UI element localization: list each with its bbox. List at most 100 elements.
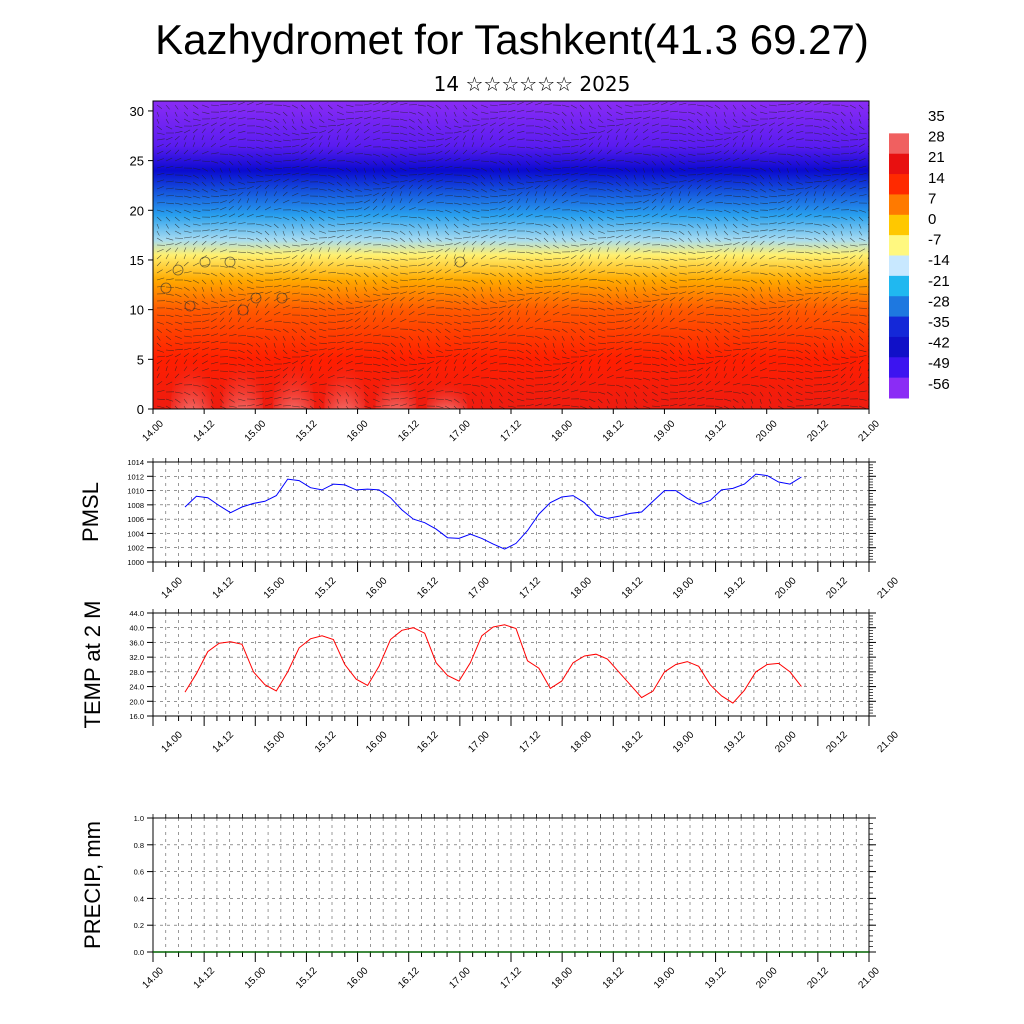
- colorbar-label: -21: [928, 273, 950, 290]
- y-tick-label: 0.4: [134, 894, 144, 903]
- x-tick-label: 20.12: [805, 965, 831, 991]
- x-tick-label: 17.00: [447, 965, 473, 991]
- colorbar-swatch: [889, 214, 909, 236]
- x-tick-label: 18.12: [601, 418, 627, 444]
- x-tick-label: 20.12: [824, 729, 850, 755]
- colorbar-swatch: [889, 336, 909, 358]
- colorbar-swatch: [889, 113, 909, 134]
- chart-title: Kazhydromet for Tashkent(41.3 69.27): [155, 16, 869, 63]
- vertical-section-plot: 0 5 10 15 20 25 30 14.00 14.12 15.00 15.12 16.00 16.…: [130, 100, 882, 444]
- x-tick-label: 14.00: [159, 575, 185, 601]
- colorbar-swatch: [889, 275, 909, 297]
- calm-circle: [454, 256, 466, 268]
- y-tick-label: 30: [130, 104, 144, 119]
- colorbar-label: -56: [928, 376, 950, 393]
- x-tick-label: 14.12: [192, 418, 218, 444]
- colorbar: 35 28 21 14 7 0 -7 -14 -21 -28 -35 -42 -49 -56: [889, 108, 950, 399]
- colorbar-swatch: [889, 194, 909, 216]
- wind-vector-field: [156, 101, 869, 409]
- x-tick-label: 19.12: [703, 965, 729, 991]
- colorbar-label: 35: [928, 108, 945, 125]
- x-tick-label: 15.12: [313, 729, 339, 755]
- x-tick-label: 18.12: [601, 965, 627, 991]
- y-tick-label: 5: [137, 352, 144, 367]
- x-tick-label: 19.12: [722, 729, 748, 755]
- y-tick-label: 1006: [127, 515, 144, 524]
- x-tick-label: 15.00: [262, 575, 288, 601]
- x-tick-label: 14.00: [159, 729, 185, 755]
- colorbar-swatch: [889, 357, 909, 379]
- x-tick-label: 14.12: [211, 575, 237, 601]
- y-tick-label: 1002: [127, 544, 144, 553]
- colorbar-label: -35: [928, 314, 950, 331]
- x-tick-label: 15.12: [294, 418, 320, 444]
- x-tick-label: 17.12: [498, 418, 524, 444]
- grid: [153, 817, 869, 953]
- x-tick-label: 19.00: [671, 575, 697, 601]
- grid: [153, 612, 869, 717]
- x-tick-label: 19.00: [652, 418, 678, 444]
- y-tick-label: 1000: [127, 558, 144, 567]
- y-tick-label: 0.0: [134, 948, 144, 957]
- y-tick-label: 0: [137, 402, 144, 417]
- x-tick-label: 19.00: [652, 965, 678, 991]
- y-tick-label: 28.0: [129, 668, 144, 677]
- y-tick-label: 1008: [127, 501, 144, 510]
- y-tick-label: 0.6: [134, 868, 144, 877]
- y-tick-label: 25: [130, 154, 144, 169]
- calm-circle: [199, 256, 211, 268]
- colorbar-label: -49: [928, 355, 950, 372]
- colorbar-label: 14: [928, 170, 945, 187]
- x-tick-label: 18.12: [620, 575, 646, 601]
- y-tick-label: 20.0: [129, 697, 144, 706]
- y-tick-label: 44.0: [129, 609, 144, 618]
- x-tick-label: 21.00: [875, 575, 901, 601]
- x-tick-label: 14.12: [211, 729, 237, 755]
- x-tick-label: 14.00: [140, 418, 166, 444]
- x-tick-label: 18.00: [550, 965, 576, 991]
- colorbar-label: 28: [928, 129, 945, 146]
- x-tick-label: 21.00: [856, 418, 882, 444]
- y-axis-label: PRECIP, mm: [80, 821, 105, 949]
- x-tick-label: 15.00: [262, 729, 288, 755]
- series-line: [184, 473, 802, 550]
- calm-circle: [184, 300, 196, 312]
- x-tick-label: 20.00: [773, 575, 799, 601]
- x-tick-label: 18.12: [620, 729, 646, 755]
- x-tick-label: 17.12: [517, 575, 543, 601]
- warm-core: [170, 349, 212, 409]
- x-tick-label: 21.00: [856, 965, 882, 991]
- temperature-plot: 16.0 20.0 24.0 28.0 32.0 36.0 40.0 44.0 14.00 14.…: [80, 601, 901, 755]
- colorbar-label: 0: [928, 211, 936, 228]
- x-tick-label: 15.00: [243, 418, 269, 444]
- y-tick-label: 1010: [127, 487, 144, 496]
- x-tick-label: 16.12: [396, 965, 422, 991]
- y-tick-label: 24.0: [129, 683, 144, 692]
- y-tick-label: 0.2: [134, 921, 144, 930]
- y-tick-label: 1004: [127, 529, 144, 538]
- x-tick-label: 20.00: [754, 418, 780, 444]
- y-tick-label: 16.0: [129, 712, 144, 721]
- x-tick-label: 17.00: [466, 575, 492, 601]
- calm-circle: [276, 292, 288, 304]
- warm-core: [273, 349, 315, 409]
- y-tick-label: 15: [130, 253, 144, 268]
- y-tick-label: 40.0: [129, 624, 144, 633]
- x-tick-label: 15.12: [313, 575, 339, 601]
- x-tick-label: 15.12: [294, 965, 320, 991]
- colorbar-swatch: [889, 174, 909, 195]
- y-axis-label: PMSL: [78, 482, 103, 542]
- x-tick-label: 17.12: [517, 729, 543, 755]
- chart-subtitle: 14 ☆☆☆☆☆☆ 2025: [433, 72, 631, 96]
- x-tick-label: 19.12: [703, 418, 729, 444]
- y-tick-label: 20: [130, 203, 144, 218]
- x-tick-label: 18.00: [550, 418, 576, 444]
- x-tick-label: 19.12: [722, 575, 748, 601]
- x-tick-label: 21.00: [875, 729, 901, 755]
- x-tick-label: 14.12: [192, 965, 218, 991]
- colorbar-label: 7: [928, 190, 936, 207]
- colorbar-swatch: [889, 296, 909, 318]
- x-tick-label: 16.00: [345, 418, 371, 444]
- y-tick-label: 1012: [127, 472, 144, 481]
